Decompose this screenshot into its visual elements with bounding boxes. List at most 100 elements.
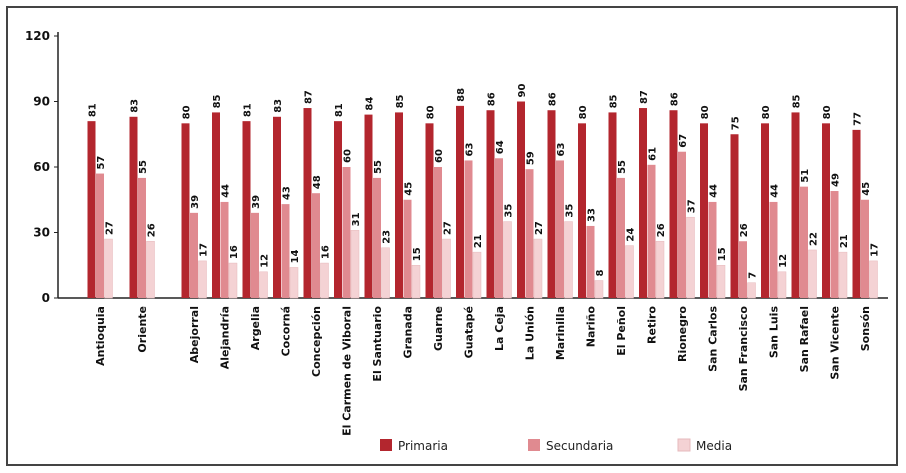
bar-primaria xyxy=(852,129,861,298)
bar-media xyxy=(686,216,695,299)
legend-swatch-primaria xyxy=(380,439,392,451)
value-label: 49 xyxy=(831,173,842,187)
value-label: 87 xyxy=(304,90,315,104)
value-label: 48 xyxy=(312,175,323,189)
category-label: Marinilla xyxy=(554,306,567,360)
chart-frame: 0 30 60 90 120 81 57 27 83 55 26 80 39 17 85 44 16 81 39 1… xyxy=(6,6,898,466)
legend-label-primaria: Primaria xyxy=(398,439,448,453)
bar-primaria xyxy=(364,114,373,298)
bar-secundaria xyxy=(342,167,351,298)
legend-label-secundaria: Secundaria xyxy=(546,439,613,453)
bar-media xyxy=(198,260,207,299)
bar-secundaria xyxy=(464,160,473,298)
value-label: 55 xyxy=(138,160,149,174)
value-label: 26 xyxy=(656,223,667,237)
y-axis-ticks: 0 30 60 90 120 xyxy=(25,29,58,305)
legend-swatch-secundaria xyxy=(528,439,540,451)
bar-media xyxy=(625,245,634,299)
value-label: 17 xyxy=(870,243,881,257)
value-label: 27 xyxy=(534,221,545,235)
category-label: El Santuario xyxy=(371,306,384,382)
bar-secundaria xyxy=(586,225,595,298)
value-label: 55 xyxy=(373,160,384,174)
bar-media xyxy=(747,282,756,299)
value-label: 16 xyxy=(321,245,332,259)
value-label: 55 xyxy=(617,160,628,174)
bar-media xyxy=(594,280,604,299)
value-label: 39 xyxy=(190,195,201,209)
value-label: 84 xyxy=(365,97,376,111)
value-label: 24 xyxy=(626,228,637,242)
value-label: 80 xyxy=(426,105,437,119)
bar-secundaria xyxy=(800,186,808,298)
bar-secundaria xyxy=(220,201,229,298)
bar-secundaria xyxy=(739,241,747,298)
bar-primaria xyxy=(129,116,138,299)
category-label: Granada xyxy=(402,306,415,358)
bar-media xyxy=(472,251,482,299)
bar-primaria xyxy=(761,123,769,298)
bar-media xyxy=(655,240,665,299)
bar-secundaria xyxy=(647,164,656,298)
value-label: 31 xyxy=(351,212,362,226)
value-label: 60 xyxy=(343,149,354,163)
value-label: 51 xyxy=(800,169,811,183)
category-label: Guatapé xyxy=(463,306,476,358)
value-label: 60 xyxy=(434,149,445,163)
y-tick-label: 120 xyxy=(25,29,50,43)
category-label: Argelia xyxy=(249,306,262,350)
value-label: 80 xyxy=(578,105,589,119)
value-label: 81 xyxy=(243,103,254,117)
value-label: 44 xyxy=(709,184,720,198)
value-label: 81 xyxy=(334,103,345,117)
value-label: 80 xyxy=(822,105,833,119)
category-labels: Antioquia Oriente Abejorral Alejandría Argel… xyxy=(94,306,872,436)
bar-secundaria xyxy=(769,201,778,298)
bar-media xyxy=(869,260,878,299)
bar-primaria xyxy=(639,108,647,298)
bar-primaria xyxy=(212,112,220,299)
value-label: 26 xyxy=(147,223,158,237)
value-label: 88 xyxy=(456,88,467,102)
bar-primaria xyxy=(822,123,830,298)
bar-secundaria xyxy=(830,191,839,298)
category-label: Alejandría xyxy=(219,306,232,369)
value-label: 33 xyxy=(587,208,598,222)
bar-media xyxy=(808,249,817,299)
bar-secundaria xyxy=(678,151,686,298)
category-label: Rionegro xyxy=(676,306,689,362)
value-label: 27 xyxy=(443,221,454,235)
bar-secundaria xyxy=(434,167,442,298)
bar-primaria xyxy=(273,116,281,299)
bar-secundaria xyxy=(138,177,146,298)
bar-media xyxy=(228,262,238,299)
bar-secundaria xyxy=(861,199,869,298)
bar-primaria xyxy=(181,123,190,298)
bar-primaria xyxy=(486,110,495,298)
bar-primaria xyxy=(669,110,678,298)
value-label: 81 xyxy=(88,103,99,117)
value-label: 35 xyxy=(504,204,515,218)
bar-media xyxy=(442,238,451,299)
bar-primaria xyxy=(395,112,403,299)
bar-secundaria xyxy=(190,212,198,298)
category-label: El Carmen de Viboral xyxy=(341,306,354,436)
value-label: 44 xyxy=(221,184,232,198)
bar-secundaria xyxy=(281,204,290,298)
value-label: 37 xyxy=(687,199,698,213)
value-label: 83 xyxy=(130,99,141,113)
bar-media xyxy=(564,221,573,299)
value-label: 77 xyxy=(853,112,864,126)
value-label: 80 xyxy=(761,105,772,119)
value-label: 7 xyxy=(748,272,759,279)
value-label: 86 xyxy=(670,92,681,106)
category-label: Cocorná xyxy=(280,306,293,356)
category-label: La Unión xyxy=(524,306,537,360)
category-label: Guarne xyxy=(432,306,445,351)
bar-media xyxy=(259,271,268,299)
value-label: 45 xyxy=(861,182,872,196)
value-label: 83 xyxy=(273,99,284,113)
category-label: San Rafael xyxy=(798,306,811,372)
bar-secundaria xyxy=(556,160,564,298)
value-label: 85 xyxy=(792,94,803,108)
